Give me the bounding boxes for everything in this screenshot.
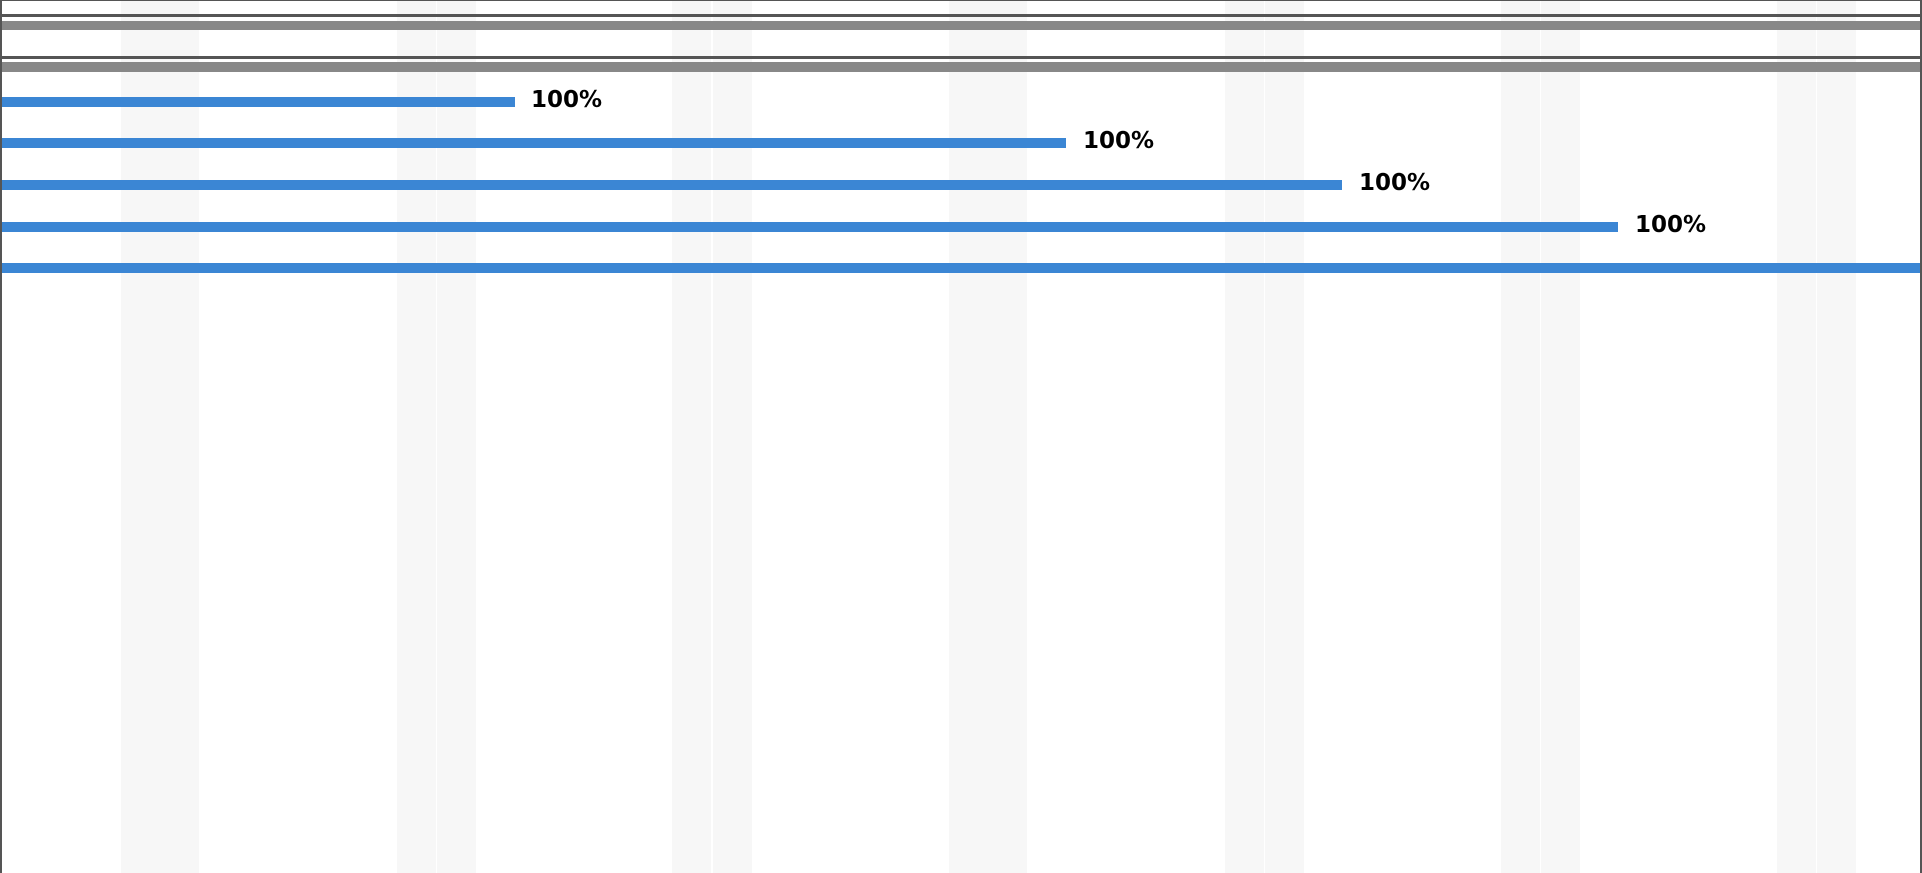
progress-label: 100%: [1635, 212, 1707, 238]
task-bar[interactable]: [2, 97, 515, 107]
header-line: [2, 56, 1920, 59]
weekend-column: [160, 1, 199, 873]
weekend-column: [672, 1, 711, 873]
task-bar[interactable]: [2, 138, 1066, 148]
weekend-column: [1225, 1, 1264, 873]
weekend-column: [397, 1, 436, 873]
weekend-column: [1501, 1, 1540, 873]
weekend-column: [713, 1, 752, 873]
weekend-column: [121, 1, 160, 873]
weekend-column: [1265, 1, 1304, 873]
task-bar[interactable]: [2, 222, 1618, 232]
progress-label: 100%: [1083, 128, 1155, 154]
weekend-column: [1817, 1, 1856, 873]
header-line: [2, 62, 1920, 72]
progress-label: 100%: [531, 87, 603, 113]
header-line: [2, 14, 1920, 17]
weekend-column: [988, 1, 1027, 873]
weekend-column: [1541, 1, 1580, 873]
weekend-column: [949, 1, 988, 873]
header-line: [2, 21, 1920, 30]
progress-label: 100%: [1359, 170, 1431, 196]
task-bar[interactable]: [2, 180, 1342, 190]
task-bar[interactable]: [2, 263, 1920, 273]
weekend-column: [437, 1, 476, 873]
weekend-column: [1777, 1, 1816, 873]
